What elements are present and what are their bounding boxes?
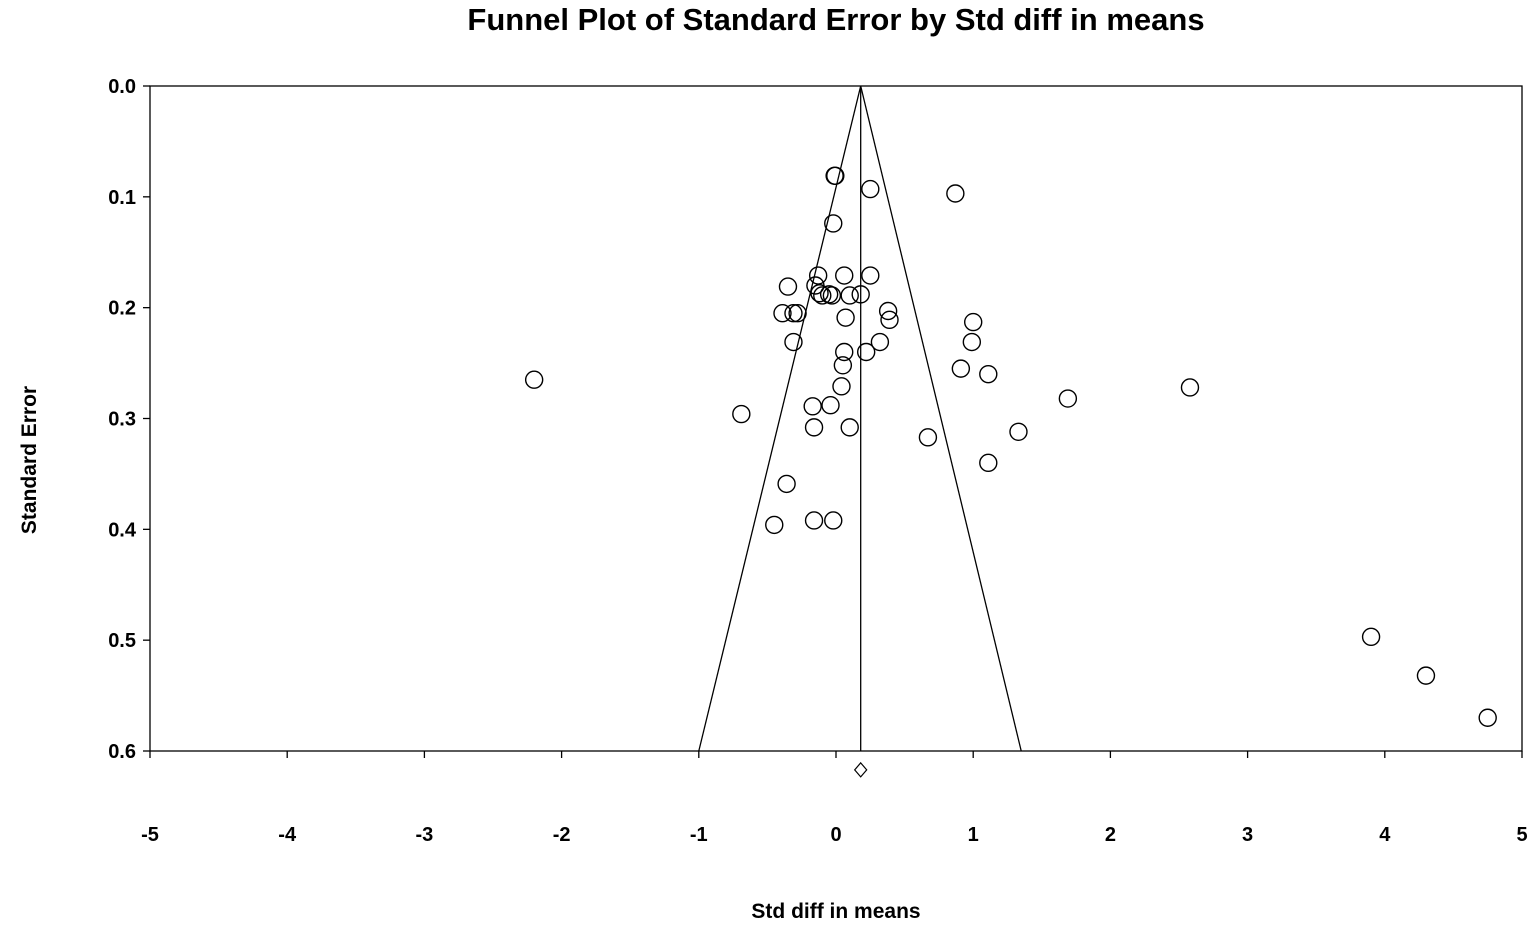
study-point: [773, 304, 792, 323]
study-point: [824, 511, 843, 530]
study-point: [765, 515, 784, 535]
study-point: [1416, 666, 1436, 685]
study-point: [962, 332, 982, 352]
y-tick-label: 0.3: [108, 409, 136, 431]
study-point: [951, 359, 971, 378]
y-tick-label: 0.1: [108, 187, 136, 209]
study-point: [918, 428, 938, 447]
x-tick-label: -1: [690, 824, 708, 846]
x-tick-label: -2: [553, 824, 571, 846]
study-point: [835, 266, 854, 285]
x-tick-label: 3: [1242, 824, 1253, 846]
study-point: [824, 214, 843, 233]
study-point: [840, 286, 859, 305]
study-point: [861, 179, 880, 199]
study-point: [808, 266, 828, 285]
study-point: [784, 332, 803, 352]
study-point: [1478, 708, 1497, 727]
study-point: [813, 286, 832, 305]
study-point: [878, 301, 898, 321]
x-axis-label: Std diff in means: [751, 900, 921, 923]
y-tick-label: 0.2: [108, 298, 136, 320]
study-point: [804, 418, 824, 437]
study-point: [861, 266, 880, 285]
study-point: [784, 304, 803, 323]
y-axis-ticks: 0.0 0.1 0.2 0.3 0.4 0.5 0.6: [108, 76, 150, 763]
study-point: [835, 342, 854, 362]
study-point: [1361, 627, 1381, 647]
x-tick-label: 1: [968, 824, 979, 846]
y-tick-label: 0.6: [108, 741, 136, 763]
summary-diamond: [853, 761, 868, 778]
study-point: [821, 396, 840, 415]
x-tick-label: 5: [1516, 824, 1527, 846]
study-point: [1009, 422, 1028, 441]
study-point: [840, 418, 859, 437]
study-point: [880, 310, 899, 330]
study-point: [804, 511, 824, 530]
funnel-lines: [698, 85, 1022, 778]
y-axis-label: Standard Error: [18, 385, 41, 535]
study-point: [856, 342, 876, 362]
x-tick-label: -4: [278, 824, 297, 846]
study-point: [964, 312, 983, 332]
study-point: [822, 286, 842, 305]
y-tick-label: 0.5: [108, 630, 136, 652]
study-point: [826, 166, 845, 185]
chart-title: Funnel Plot of Standard Error by Std dif…: [467, 2, 1205, 37]
x-tick-label: 0: [830, 824, 841, 846]
study-point: [1180, 378, 1200, 397]
study-point: [832, 377, 851, 396]
study-point: [1058, 389, 1078, 408]
study-point: [836, 308, 855, 327]
study-point: [979, 364, 998, 384]
study-point: [833, 356, 853, 375]
funnel-right-line: [860, 85, 1022, 752]
y-tick-label: 0.0: [108, 76, 136, 98]
x-tick-label: -5: [141, 824, 159, 846]
study-point: [524, 370, 544, 389]
study-point: [851, 285, 870, 304]
study-points: [524, 166, 1497, 727]
study-point: [810, 284, 829, 303]
study-point: [979, 453, 998, 473]
study-point: [946, 184, 965, 203]
study-point: [870, 332, 890, 352]
x-axis-ticks: -5 -4 -3 -2 -1 0 1 2 3 4 5: [141, 751, 1528, 846]
x-tick-label: 2: [1105, 824, 1116, 846]
study-point: [732, 404, 751, 424]
study-point: [777, 474, 796, 494]
funnel-left-line: [698, 85, 862, 752]
x-tick-label: -3: [416, 824, 434, 846]
x-tick-label: 4: [1379, 824, 1391, 846]
y-tick-label: 0.4: [108, 519, 137, 541]
study-point: [803, 397, 822, 416]
study-point: [788, 304, 807, 323]
study-point: [778, 277, 798, 296]
